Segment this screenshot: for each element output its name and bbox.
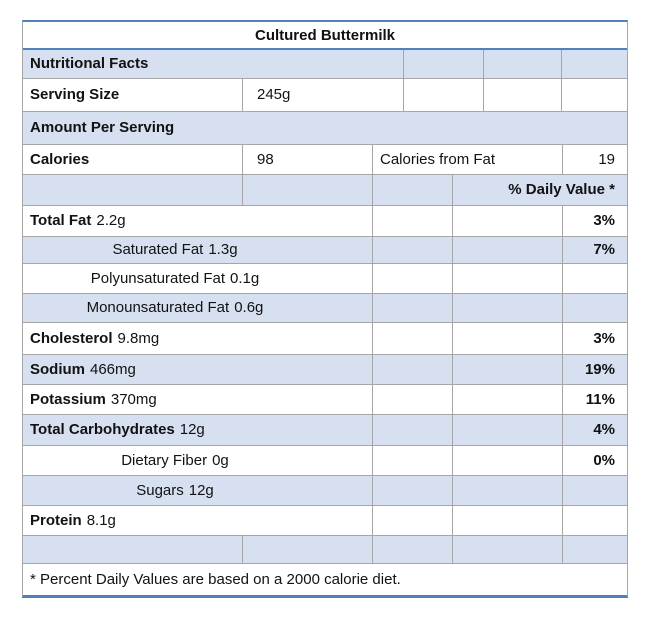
nutrient-label: Cholesterol 9.8mg: [30, 329, 160, 347]
empty-cell: [372, 237, 452, 263]
nutrient-label: Sugars 12g: [136, 481, 214, 499]
footnote-text: * Percent Daily Values are based on a 20…: [30, 570, 401, 588]
empty-cell: [452, 323, 562, 354]
empty-cell: [372, 323, 452, 354]
nutrient-row-potassium: Potassium 370mg 11%: [23, 384, 627, 414]
empty-cell: [562, 476, 627, 505]
nutrient-row-protein: Protein 8.1g: [23, 505, 627, 535]
daily-value: 0%: [562, 446, 627, 475]
daily-value-header-row: % Daily Value *: [23, 174, 627, 205]
empty-cell: [242, 536, 372, 563]
calories-label: Calories: [30, 150, 90, 168]
empty-cell: [452, 506, 562, 535]
nutrient-row-polyunsaturated-fat: Polyunsaturated Fat 0.1g: [23, 263, 627, 293]
empty-cell: [562, 264, 627, 293]
nutrient-label: Protein 8.1g: [30, 511, 116, 529]
empty-cell: [372, 206, 452, 236]
empty-cell: [452, 294, 562, 322]
empty-cell: [372, 506, 452, 535]
empty-cell: [452, 476, 562, 505]
empty-cell: [452, 446, 562, 475]
empty-cell: [403, 79, 483, 111]
empty-cell: [372, 385, 452, 414]
nutrient-row-sugars: Sugars 12g: [23, 475, 627, 505]
empty-cell: [452, 237, 562, 263]
empty-cell: [372, 476, 452, 505]
empty-cell: [372, 355, 452, 384]
title-row: Cultured Buttermilk: [23, 22, 627, 48]
empty-cell: [372, 446, 452, 475]
empty-cell: [372, 264, 452, 293]
nutrient-label: Potassium 370mg: [30, 390, 157, 408]
calories-row: Calories 98 Calories from Fat 19: [23, 144, 627, 174]
empty-cell: [452, 385, 562, 414]
empty-cell: [372, 294, 452, 322]
empty-cell: [452, 355, 562, 384]
blank-row: [23, 535, 627, 563]
empty-cell: [372, 536, 452, 563]
nutrient-row-sodium: Sodium 466mg 19%: [23, 354, 627, 384]
nutritional-facts-row: Nutritional Facts: [23, 48, 627, 78]
nutrient-label: Polyunsaturated Fat 0.1g: [90, 269, 260, 287]
empty-cell: [23, 536, 242, 563]
nutrient-row-saturated-fat: Saturated Fat 1.3g 7%: [23, 236, 627, 263]
daily-value: 4%: [562, 415, 627, 445]
empty-cell: [483, 50, 561, 78]
amount-per-serving-row: Amount Per Serving: [23, 111, 627, 144]
serving-size-row: Serving Size 245g: [23, 78, 627, 111]
calories-from-fat-value: 19: [562, 145, 627, 174]
nutrient-label: Total Fat 2.2g: [30, 212, 126, 229]
empty-cell: [561, 50, 627, 78]
empty-cell: [23, 175, 242, 205]
daily-value: 11%: [562, 385, 627, 414]
empty-cell: [372, 415, 452, 445]
nutrient-row-dietary-fiber: Dietary Fiber 0g 0%: [23, 445, 627, 475]
empty-cell: [242, 175, 372, 205]
empty-cell: [562, 294, 627, 322]
serving-size-value: 245g: [242, 79, 403, 111]
daily-value-header: % Daily Value *: [452, 175, 627, 205]
table-title: Cultured Buttermilk: [254, 26, 395, 44]
daily-value: 3%: [562, 323, 627, 354]
nutrient-row-total-fat: Total Fat 2.2g 3%: [23, 205, 627, 236]
nutritional-facts-label: Nutritional Facts: [30, 55, 149, 72]
amount-per-serving-label: Amount Per Serving: [30, 119, 175, 136]
empty-cell: [452, 264, 562, 293]
daily-value: 3%: [562, 206, 627, 236]
nutrient-label: Saturated Fat 1.3g: [112, 241, 238, 258]
nutrient-row-monounsaturated-fat: Monounsaturated Fat 0.6g: [23, 293, 627, 322]
nutrition-facts-table: Cultured Buttermilk Nutritional Facts Se…: [22, 20, 628, 598]
nutrient-label: Dietary Fiber 0g: [121, 451, 229, 469]
empty-cell: [452, 206, 562, 236]
empty-cell: [561, 79, 627, 111]
serving-size-label: Serving Size: [30, 86, 120, 103]
calories-from-fat-label: Calories from Fat: [372, 145, 562, 174]
nutrient-row-total-carbohydrates: Total Carbohydrates 12g 4%: [23, 414, 627, 445]
nutrient-row-cholesterol: Cholesterol 9.8mg 3%: [23, 322, 627, 354]
empty-cell: [562, 536, 627, 563]
nutrient-label: Monounsaturated Fat 0.6g: [86, 299, 264, 316]
empty-cell: [483, 79, 561, 111]
empty-cell: [562, 506, 627, 535]
empty-cell: [403, 50, 483, 78]
footnote-row: * Percent Daily Values are based on a 20…: [23, 563, 627, 595]
calories-value: 98: [242, 145, 372, 174]
nutrient-label: Sodium 466mg: [30, 360, 136, 378]
daily-value: 7%: [562, 237, 627, 263]
empty-cell: [452, 536, 562, 563]
daily-value: 19%: [562, 355, 627, 384]
empty-cell: [372, 175, 452, 205]
empty-cell: [452, 415, 562, 445]
nutrient-label: Total Carbohydrates 12g: [30, 421, 205, 438]
